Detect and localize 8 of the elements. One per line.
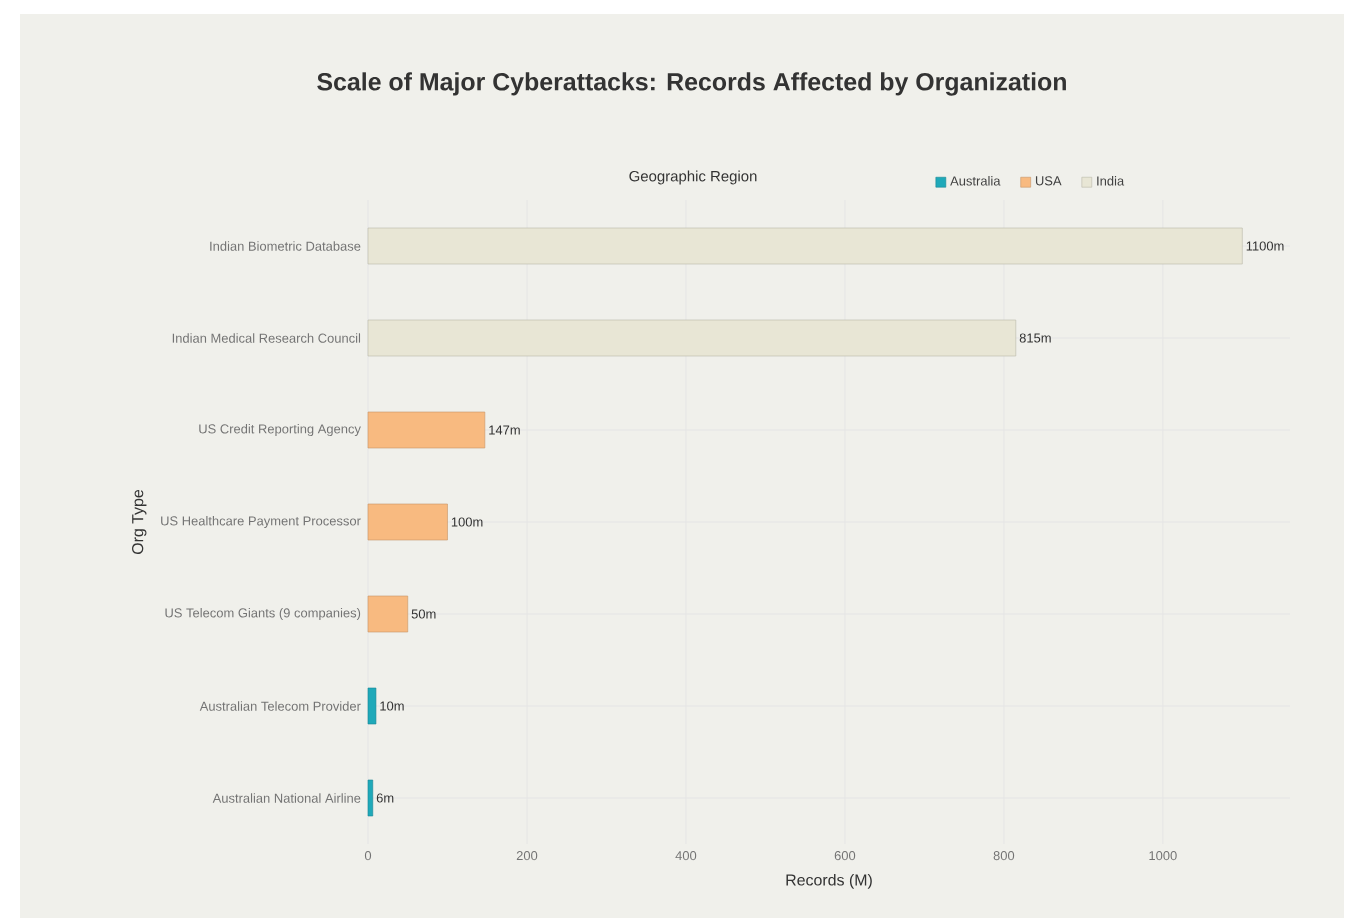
bar: [367, 503, 448, 541]
chart-title: Scale of Major Cyberattacks: Records Affected by Organization: [317, 72, 1066, 96]
bar: [367, 595, 409, 633]
bar: [367, 779, 374, 817]
bar: [367, 319, 1017, 357]
bar: [367, 687, 377, 725]
bar: [367, 411, 486, 449]
bar: [367, 227, 1243, 265]
